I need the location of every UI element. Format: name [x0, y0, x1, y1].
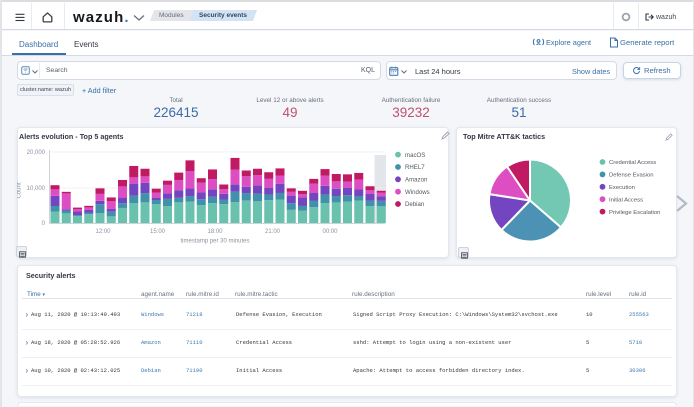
svg-text:Count: Count: [17, 182, 23, 198]
svg-text:Execution: Execution: [609, 185, 635, 191]
svg-text:Privilege Escalation: Privilege Escalation: [609, 210, 660, 216]
svg-text:20,000: 20,000: [27, 150, 46, 156]
svg-text:10,000: 10,000: [27, 186, 46, 192]
svg-text:0: 0: [42, 221, 46, 227]
svg-text:macOS: macOS: [405, 152, 425, 159]
svg-text:Amazon: Amazon: [405, 177, 427, 184]
svg-text:15:00: 15:00: [150, 229, 166, 235]
svg-text:timestamp per 30 minutes: timestamp per 30 minutes: [180, 239, 249, 245]
svg-text:21:00: 21:00: [265, 229, 281, 235]
svg-text:Credential Access: Credential Access: [609, 160, 656, 166]
svg-text:Windows: Windows: [405, 189, 430, 196]
svg-text:12:00: 12:00: [95, 229, 111, 235]
svg-text:Defense Evasion: Defense Evasion: [609, 173, 654, 179]
svg-text:18:00: 18:00: [207, 229, 223, 235]
svg-text:00:00: 00:00: [322, 229, 338, 235]
svg-text:Debian: Debian: [405, 201, 424, 208]
svg-text:RHEL7: RHEL7: [405, 164, 425, 171]
svg-text:Initial Access: Initial Access: [609, 197, 643, 203]
